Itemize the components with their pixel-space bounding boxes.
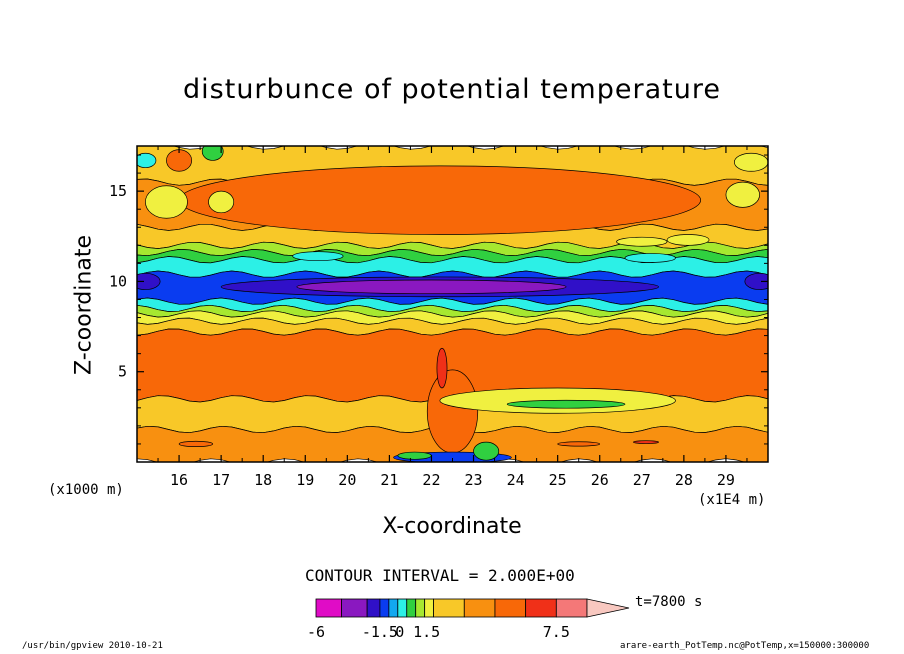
contour-feature [201,146,224,161]
x-tick-label: 26 [591,471,609,489]
colorbar-swatch [424,598,435,618]
contour-feature [145,185,188,219]
contour-feature [208,190,235,214]
contour-feature [473,441,500,461]
x-tick-label: 18 [254,471,272,489]
colorbar-swatch [406,598,417,618]
y-unit-label: (x1000 m) [48,482,124,498]
x-unit-label: (x1E4 m) [698,492,766,508]
colorbar: -6 -1.50 1.5 7.5 [307,598,630,641]
contour-feature [725,181,760,208]
y-tick-label: 15 [109,182,127,200]
contour-feature [292,251,344,262]
colorbar-swatch [525,598,557,618]
colorbar-swatch [494,598,527,618]
x-axis-label: X-coordinate [382,514,522,539]
x-tick-label: 28 [675,471,693,489]
plot-area [137,146,768,462]
colorbar-swatch [433,598,465,618]
footer-left: /usr/bin/gpview 2010-10-21 [22,641,163,651]
x-tick-label: 24 [507,471,525,489]
colorbar-swatch [379,598,390,618]
time-label: t=7800 s [635,594,703,610]
x-tick-label: 16 [170,471,188,489]
colorbar-tick-label: -1.5 [362,623,398,641]
axes: 16 17 18 19 20 21 22 23 24 25 26 27 28 29 5 10 15 [109,146,768,489]
contour-feature [178,165,702,235]
contour-feature [137,272,161,290]
contour-feature [397,451,432,460]
colorbar-swatch [388,598,399,618]
contour-feature [137,152,157,169]
contour-feature [744,272,768,290]
colorbar-swatch [555,598,588,618]
chart-title: disturbunce of potential temperature [183,74,721,105]
contour-feature [506,399,626,409]
x-tick-label: 22 [422,471,440,489]
x-tick-label: 29 [717,471,735,489]
contour-feature [557,441,601,447]
colorbar-tick-label: 1.5 [413,623,440,641]
contour-feature [426,369,479,454]
colorbar-swatch [366,598,381,618]
colorbar-tick-label: -6 [307,623,325,641]
colorbar-tick-label: 7.5 [543,623,570,641]
colorbar-swatch [397,598,408,618]
footer-right: arare-earth_PotTemp.nc@PotTemp,x=150000:… [620,641,870,651]
colorbar-swatch [315,598,342,618]
contour-interval-label: CONTOUR INTERVAL = 2.000E+00 [305,566,575,585]
contour-feature [616,236,668,247]
x-tick-label: 27 [633,471,651,489]
x-tick-label: 19 [296,471,314,489]
colorbar-swatch [341,598,368,618]
contour-feature [633,440,659,444]
contour-feature [436,347,448,389]
colorbar-swatch [415,598,426,618]
colorbar-arrow [586,598,630,618]
x-tick-label: 20 [338,471,356,489]
x-tick-label: 23 [465,471,483,489]
x-tick-label: 21 [380,471,398,489]
contour-feature [734,152,768,172]
y-tick-label: 10 [109,272,127,290]
contour-feature [624,253,676,263]
contour-feature [666,234,710,246]
y-tick-label: 5 [118,363,127,381]
contour-feature [178,440,214,448]
x-tick-label: 17 [212,471,230,489]
colorbar-tick-label: 0 [395,623,404,641]
x-tick-label: 25 [549,471,567,489]
colorbar-swatch [463,598,496,618]
contour-feature [296,279,567,295]
